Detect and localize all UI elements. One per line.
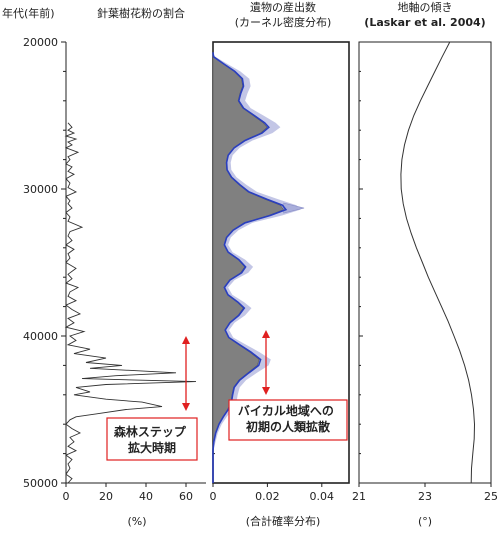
artifacts-x-tick-label: 0.04	[310, 490, 335, 503]
pollen-x-tick-label: 40	[139, 490, 153, 503]
obliquity-title-line1: 地軸の傾き	[398, 0, 453, 14]
obliquity-x-tick-label: 21	[352, 490, 366, 503]
pollen-callout-box	[106, 417, 198, 461]
pollen-x-tick-label: 60	[179, 490, 193, 503]
pollen-callout-text: 森林ステップ 拡大時期	[114, 424, 190, 455]
pollen-title: 針葉樹花粉の割合	[97, 6, 185, 20]
obliquity-x-tick-label: 25	[484, 490, 498, 503]
artifacts-x-tick-label: 0	[210, 490, 217, 503]
obliquity-series	[400, 41, 476, 484]
obliquity-line	[400, 41, 476, 484]
artifacts-callout-text: バイカル地域への 初期の人類拡散	[238, 403, 338, 434]
y-tick-label: 30000	[23, 183, 58, 196]
obliquity-frame	[358, 41, 492, 484]
obliquity-unit-label: (°)	[418, 515, 432, 528]
artifacts-uncertainty-band	[213, 52, 301, 484]
pollen-x-tick-label: 0	[63, 490, 70, 503]
pollen-line	[64, 122, 197, 484]
pollen-series	[64, 122, 197, 484]
artifacts-series	[212, 52, 305, 484]
y-axis-label: 年代(年前)	[2, 6, 55, 20]
pollen-x-tick-label: 20	[99, 490, 113, 503]
artifacts-unit-label: (合計確率分布)	[246, 514, 321, 528]
y-tick-label: 20000	[23, 36, 58, 49]
obliquity-x-ticks: 21 23 25	[352, 483, 498, 503]
artifacts-x-tick-label: 0.02	[255, 490, 280, 503]
artifacts-title-line1: 遺物の産出数	[250, 0, 316, 14]
obliquity-x-tick-label: 23	[418, 490, 432, 503]
y-tick-label: 50000	[23, 477, 58, 490]
artifacts-callout-box	[228, 399, 348, 441]
obliquity-title-line2: (Laskar et al. 2004)	[364, 16, 485, 29]
pollen-x-ticks: 0 20 40 60	[63, 483, 193, 503]
artifacts-density-curve	[212, 52, 288, 483]
artifacts-title-line2: (カーネル密度分布)	[235, 15, 332, 29]
artifacts-x-ticks: 0 0.02 0.04	[210, 483, 335, 503]
pollen-unit-label: (%)	[127, 515, 146, 528]
y-tick-label: 40000	[23, 330, 58, 343]
